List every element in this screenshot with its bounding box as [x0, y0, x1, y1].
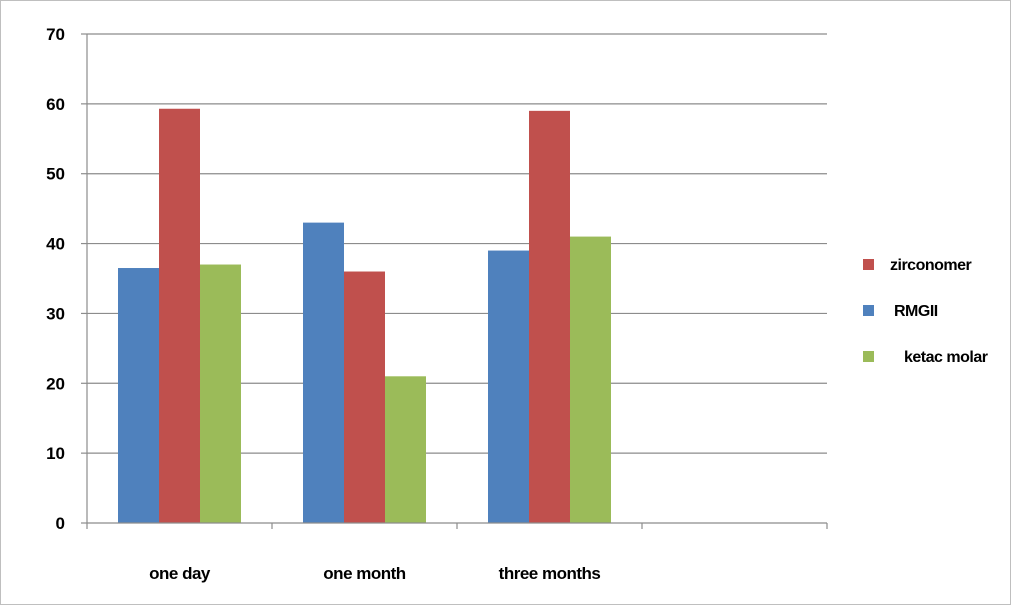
y-tick-label: 60	[46, 95, 65, 114]
legend-label: zirconomer	[890, 257, 972, 274]
bar	[385, 376, 426, 523]
axes: 0 10 20 30 40 50 60 70 one day one month three mon…	[46, 25, 828, 583]
y-tick-label: 10	[46, 444, 65, 463]
y-tick-label: 40	[46, 235, 65, 254]
x-tick-label: three months	[499, 564, 601, 583]
bar	[159, 108, 200, 524]
x-tick-label: one month	[323, 564, 405, 583]
legend-swatch	[863, 259, 874, 270]
legend-swatch	[863, 351, 874, 362]
legend-swatch	[863, 305, 874, 316]
y-tick-label: 0	[56, 514, 65, 533]
bar	[529, 110, 570, 523]
bar	[488, 250, 529, 524]
bar	[344, 271, 385, 523]
bar	[200, 264, 241, 523]
bar	[303, 222, 344, 523]
legend: zirconomer RMGII ketac molar	[863, 257, 988, 366]
y-tick-label: 20	[46, 374, 65, 393]
legend-label: RMGII	[894, 303, 938, 320]
bar	[570, 236, 611, 524]
bars	[118, 108, 611, 524]
x-tick-label: one day	[149, 564, 211, 583]
y-tick-label: 70	[46, 25, 65, 44]
y-tick-label: 50	[46, 165, 65, 184]
y-tick-label: 30	[46, 304, 65, 323]
bar	[118, 268, 159, 523]
legend-label: ketac molar	[904, 349, 988, 366]
